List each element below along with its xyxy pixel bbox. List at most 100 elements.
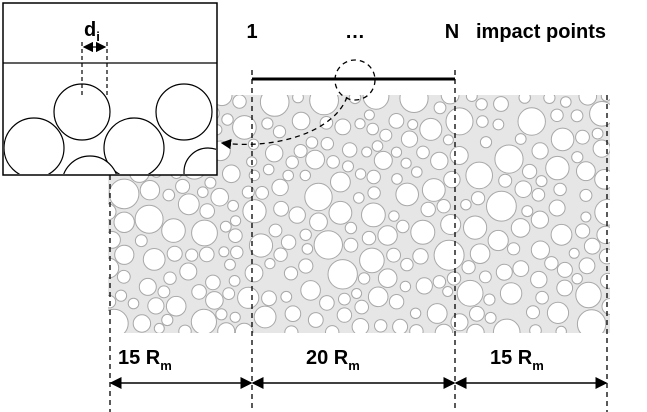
particle — [419, 117, 443, 141]
particle — [388, 113, 405, 129]
particle — [367, 186, 381, 200]
particle — [113, 211, 135, 234]
particle — [190, 308, 217, 333]
particle — [116, 269, 131, 284]
particle — [484, 311, 497, 324]
particle — [386, 247, 402, 263]
particle — [204, 176, 217, 189]
particle — [400, 130, 419, 148]
particle — [222, 164, 241, 184]
particle — [379, 128, 393, 142]
particle — [366, 169, 381, 185]
particle — [215, 308, 228, 321]
particle — [601, 298, 610, 315]
particle — [210, 187, 229, 207]
particle — [334, 118, 352, 136]
particle — [594, 198, 610, 226]
particle — [479, 270, 492, 284]
particle — [351, 288, 363, 299]
particle — [199, 203, 215, 219]
particle — [583, 237, 601, 255]
particle — [241, 185, 255, 199]
dim-sub: m — [532, 358, 544, 373]
particle — [139, 180, 161, 201]
particle — [412, 248, 429, 265]
particle — [494, 144, 524, 174]
particle — [456, 279, 484, 307]
particle — [284, 325, 299, 333]
particle — [600, 95, 610, 102]
particle — [330, 171, 351, 193]
particle — [530, 270, 548, 289]
particle — [486, 190, 517, 222]
particle — [265, 144, 284, 163]
particle — [153, 322, 165, 333]
particle — [592, 139, 610, 158]
particle — [580, 211, 592, 223]
particle — [191, 284, 207, 300]
particle — [228, 228, 243, 243]
particle — [108, 257, 120, 279]
particle — [326, 155, 340, 169]
particle — [237, 286, 260, 309]
particle — [361, 202, 386, 228]
particle — [301, 243, 314, 255]
particle — [197, 186, 209, 198]
particle — [288, 206, 306, 224]
particle — [300, 280, 321, 301]
particle — [410, 219, 436, 245]
particle — [594, 169, 610, 190]
particle — [446, 271, 462, 286]
particle — [230, 245, 244, 260]
particle — [392, 318, 409, 333]
dashed-guides — [109, 59, 608, 412]
particle — [535, 290, 549, 305]
particle — [499, 282, 523, 305]
particle — [219, 220, 232, 233]
particle — [543, 95, 556, 104]
particle — [234, 322, 254, 333]
particle — [268, 223, 283, 238]
particle — [430, 151, 449, 171]
particle — [526, 305, 540, 320]
inset-sub: i — [96, 29, 100, 44]
particle — [443, 170, 461, 189]
dim-label: 15 Rm — [490, 347, 544, 373]
particle — [546, 301, 570, 324]
particle — [416, 145, 430, 160]
particle — [535, 175, 548, 188]
particle — [284, 305, 302, 323]
particle — [469, 305, 485, 322]
particle — [407, 119, 419, 130]
particle — [510, 218, 531, 238]
particle — [298, 258, 314, 274]
particle — [571, 151, 584, 164]
particle — [409, 307, 422, 319]
particle — [465, 161, 494, 190]
particle — [575, 281, 602, 309]
particle — [576, 309, 607, 333]
inset-particles — [4, 83, 216, 174]
inset-label: di — [84, 19, 100, 44]
particle — [264, 258, 276, 270]
particle — [222, 287, 236, 301]
particle — [531, 188, 546, 202]
particle — [142, 248, 166, 271]
particle — [285, 155, 299, 169]
particle — [411, 166, 423, 178]
particle — [304, 182, 333, 212]
particle — [471, 191, 486, 206]
particle — [221, 113, 234, 126]
particle — [108, 178, 140, 210]
particle — [440, 95, 460, 105]
particle — [325, 325, 340, 333]
particle — [433, 101, 447, 115]
particle — [514, 180, 533, 198]
particle — [248, 169, 261, 182]
particle — [291, 111, 311, 131]
particle — [359, 247, 385, 274]
particle — [432, 275, 447, 289]
particle — [522, 163, 538, 180]
